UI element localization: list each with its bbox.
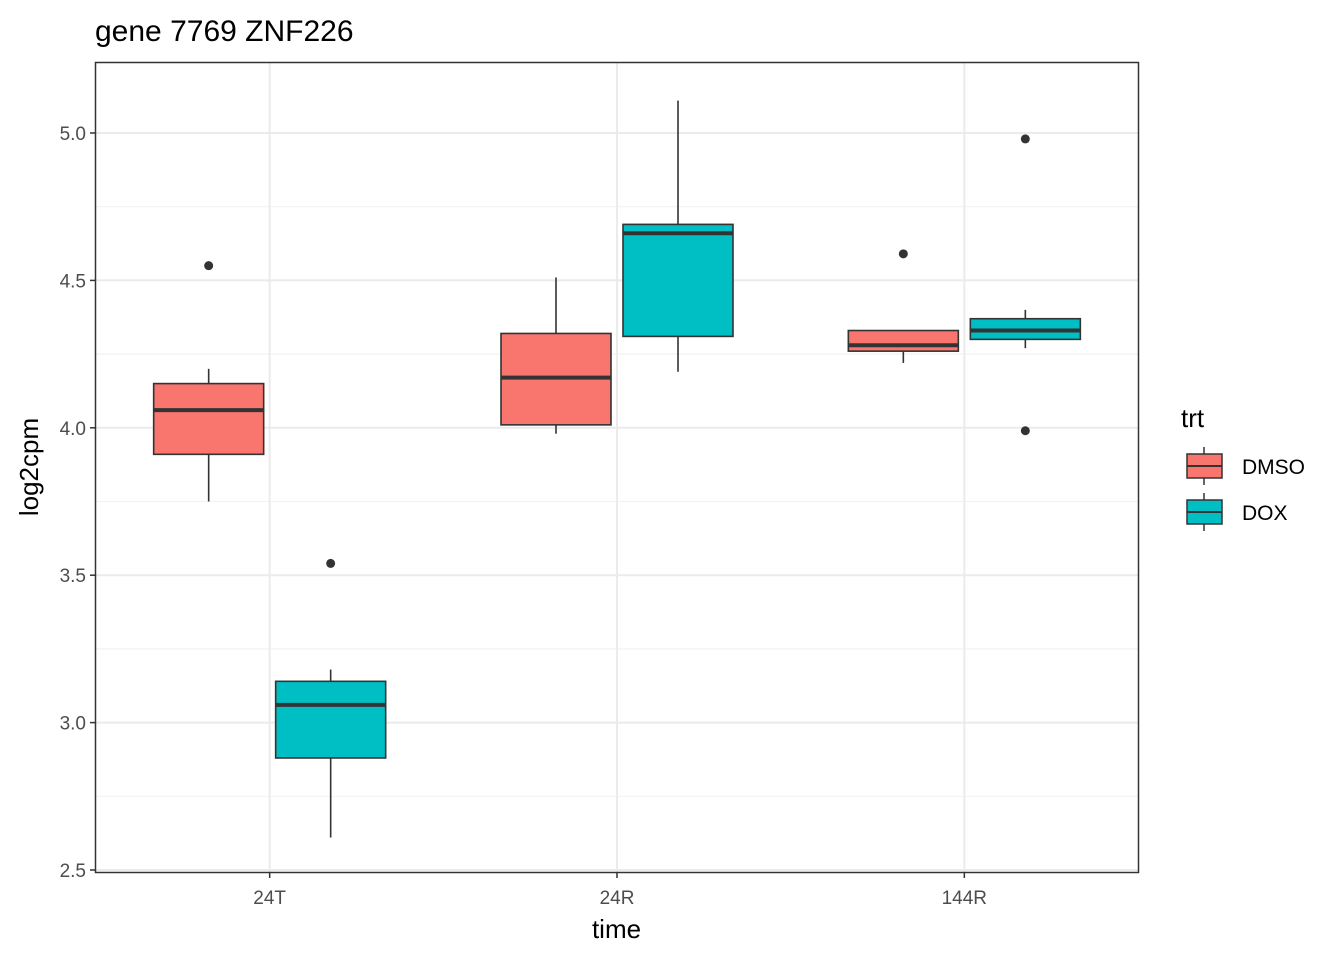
legend-entries: DMSO DOX [1186, 447, 1305, 531]
outlier-point [1020, 134, 1030, 144]
box-dox-24t [274, 558, 387, 838]
box-dox-24r [622, 100, 734, 372]
y-tick-label: 4.0 [60, 419, 86, 440]
outlier-point [326, 558, 336, 568]
legend-item-dox: DOX [1186, 493, 1288, 531]
box-iqr [152, 382, 265, 456]
legend-label: DOX [1242, 502, 1288, 525]
x-tick-label: 24R [600, 888, 635, 909]
box-dmso-24r [500, 277, 612, 434]
x-axis-title: time [592, 914, 641, 944]
grid-lines [96, 63, 1138, 872]
box-dox-144r [969, 134, 1082, 436]
outlier-point [1020, 426, 1030, 436]
box-iqr [847, 329, 960, 352]
y-tick-label: 4.5 [60, 271, 86, 292]
outlier-point [204, 261, 214, 271]
legend: trt DMSO DOX [1181, 403, 1305, 531]
y-tick-label: 2.5 [60, 861, 86, 882]
box-iqr [622, 223, 734, 338]
x-tick-label: 144R [942, 888, 987, 909]
legend-label: DMSO [1242, 456, 1305, 479]
axes: 2.5 3.0 3.5 4.0 4.5 5.0 24T 24R 144R [60, 124, 987, 909]
y-tick-label: 3.5 [60, 566, 86, 587]
legend-title: trt [1181, 403, 1205, 433]
x-tick-label: 24T [253, 888, 286, 909]
y-tick-label: 5.0 [60, 124, 86, 145]
y-axis-title: log2cpm [14, 418, 44, 516]
legend-item-dmso: DMSO [1186, 447, 1305, 485]
box-dmso-24t [152, 261, 265, 502]
y-tick-label: 3.0 [60, 714, 86, 735]
box-layer [152, 100, 1082, 838]
box-iqr [274, 680, 387, 759]
outlier-point [898, 249, 908, 259]
box-dmso-144r [847, 249, 960, 363]
chart-title: gene 7769 ZNF226 [95, 15, 354, 48]
